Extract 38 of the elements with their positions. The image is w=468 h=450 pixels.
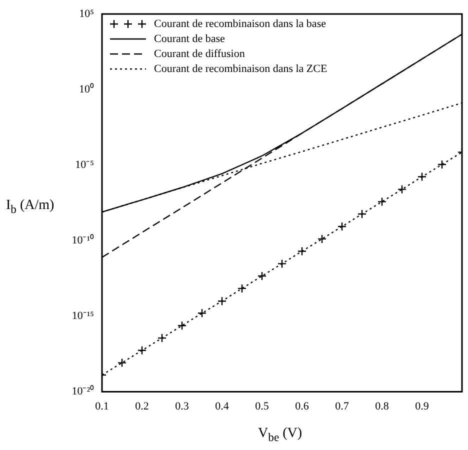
point [137,346,147,355]
y-tick-label: 10⁰ [79,82,94,96]
point [217,296,227,306]
x-tick-label: 0.9 [415,400,430,412]
point [197,308,207,318]
x-tick-label: 0.4 [215,400,230,412]
y-tick-label: 10⁻¹⁰ [72,234,94,247]
point [377,197,387,206]
x-tick-label: 0.5 [255,400,270,412]
point [237,284,247,294]
x-tick-label: 0.6 [295,400,310,412]
legend-label: Courant de recombinaison dans la base [154,18,326,30]
y-tick-label: 10⁻⁵ [75,159,94,172]
x-axis-title: V$_{be}$ (V) [258,426,302,444]
point [317,234,327,244]
point [297,246,307,256]
y-axis-title: I$_{b}$ (A/m) [6,198,54,216]
point [257,271,267,281]
point [157,333,167,343]
x-tick-label: 0.8 [375,400,390,412]
x-tick-label: 0.3 [175,400,190,412]
y-tick-label: 10⁻²⁰ [72,384,94,398]
point [417,172,427,182]
x-tick-label: 0.2 [135,400,149,412]
point [277,259,287,268]
legend-label: Courant de recombinaison dans la ZCE [154,62,328,75]
legend-label: Courant de diffusion [154,48,246,60]
point [177,321,187,330]
y-tick-label: 10⁵ [79,8,94,20]
x-tick-label: 0.7 [335,400,350,412]
point [117,358,127,368]
point [397,184,407,194]
y-tick-label: 10⁻¹⁵ [72,310,94,322]
point [337,222,347,232]
point [437,160,447,170]
x-tick-label: 0.1 [95,400,109,412]
legend-label: Courant de base [154,32,225,45]
point [357,209,367,219]
